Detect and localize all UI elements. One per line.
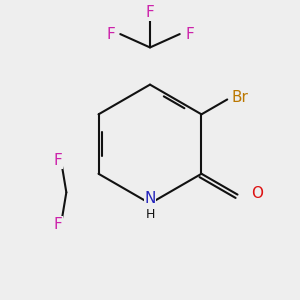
Text: F: F xyxy=(53,153,62,168)
Text: F: F xyxy=(53,217,62,232)
Text: F: F xyxy=(146,5,154,20)
Text: F: F xyxy=(106,27,115,42)
Text: N: N xyxy=(144,191,156,206)
Text: F: F xyxy=(185,27,194,42)
Text: O: O xyxy=(251,186,263,201)
Text: Br: Br xyxy=(232,91,249,106)
Text: H: H xyxy=(145,208,155,221)
